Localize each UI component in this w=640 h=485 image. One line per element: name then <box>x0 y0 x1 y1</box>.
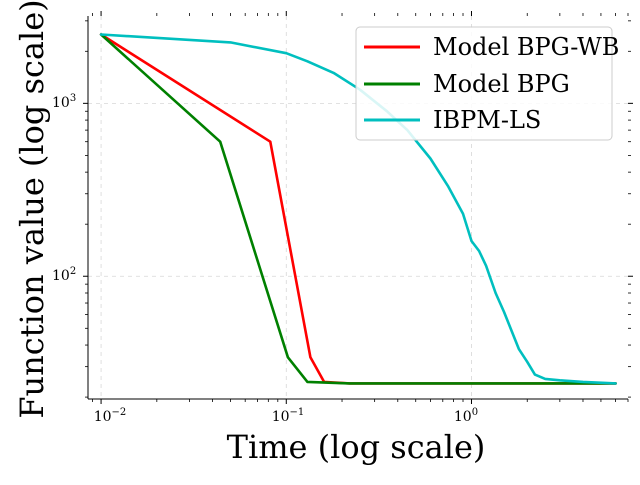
y-tick-label-2: 103 <box>52 93 76 111</box>
minor-ticks <box>85 13 631 402</box>
legend-label-model-bpg-wb: Model BPG-WB <box>433 33 619 61</box>
major-ticks <box>83 11 633 404</box>
series-lines <box>99 33 617 385</box>
y-axis-label: Function value (log scale) <box>13 0 51 419</box>
x-tick-label-2: 10−1 <box>272 407 305 425</box>
x-tick-label-1: 10−2 <box>94 407 127 425</box>
axes <box>87 16 628 400</box>
x-tick-label-3: 100 <box>454 407 478 425</box>
legend-label-model-bpg: Model BPG <box>433 70 570 98</box>
legend-box <box>355 26 613 141</box>
legend-label-ibpm-ls: IBPM-LS <box>433 106 541 134</box>
series-line-model-bpg <box>99 33 617 385</box>
series-line-ibpm-ls <box>99 33 617 385</box>
x-axis-label: Time (log scale) <box>227 428 486 466</box>
y-tick-label-1: 102 <box>52 266 76 284</box>
legend: Model BPG-WB Model BPG IBPM-LS <box>355 26 619 141</box>
